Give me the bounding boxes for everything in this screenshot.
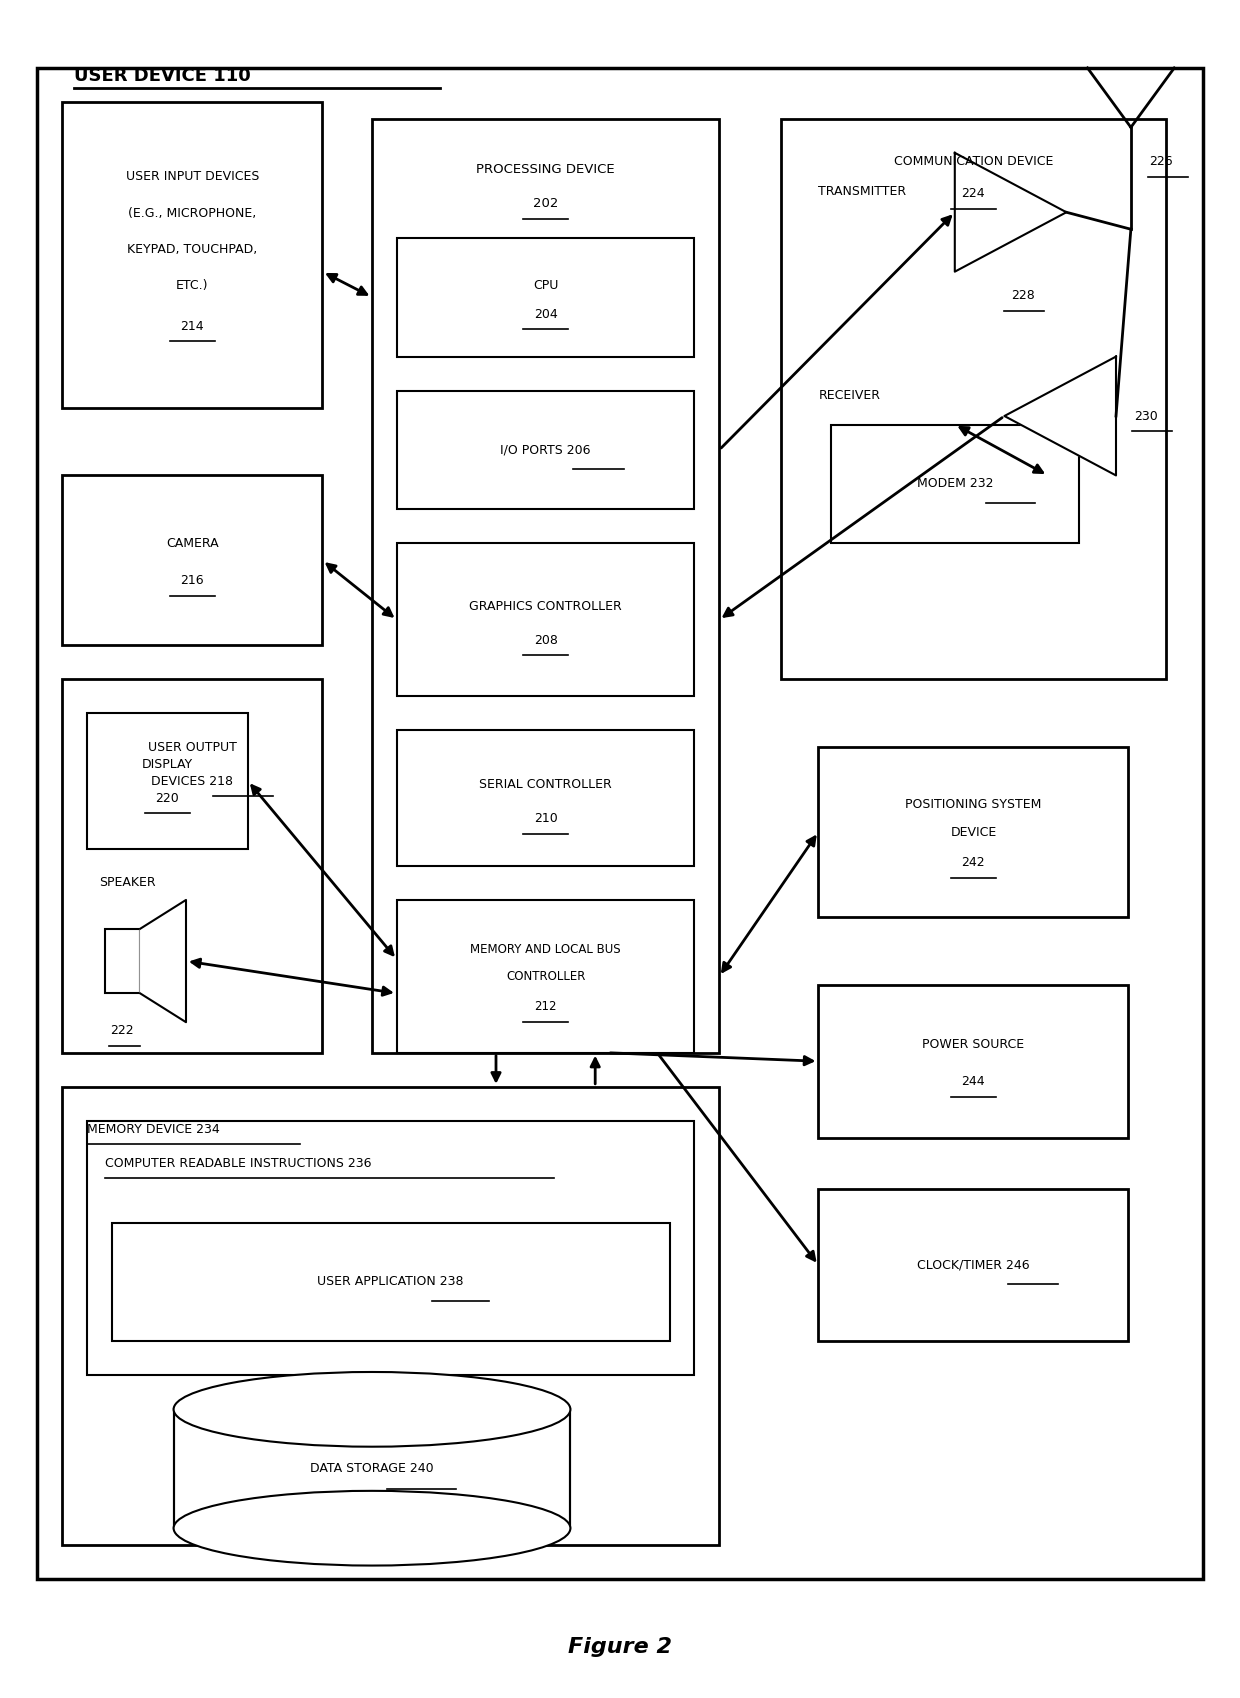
Text: 212: 212 bbox=[534, 1000, 557, 1014]
Text: GRAPHICS CONTROLLER: GRAPHICS CONTROLLER bbox=[469, 599, 622, 613]
FancyBboxPatch shape bbox=[397, 238, 694, 357]
Text: MEMORY AND LOCAL BUS: MEMORY AND LOCAL BUS bbox=[470, 942, 621, 956]
FancyBboxPatch shape bbox=[397, 391, 694, 509]
FancyBboxPatch shape bbox=[62, 475, 322, 645]
Text: 214: 214 bbox=[180, 319, 205, 333]
Text: DEVICES 218: DEVICES 218 bbox=[151, 774, 233, 788]
Text: KEYPAD, TOUCHPAD,: KEYPAD, TOUCHPAD, bbox=[126, 243, 258, 256]
Text: PROCESSING DEVICE: PROCESSING DEVICE bbox=[476, 163, 615, 177]
FancyBboxPatch shape bbox=[105, 929, 140, 993]
Polygon shape bbox=[1004, 357, 1116, 475]
FancyBboxPatch shape bbox=[818, 1189, 1128, 1341]
FancyBboxPatch shape bbox=[112, 1223, 670, 1341]
Text: USER OUTPUT: USER OUTPUT bbox=[148, 740, 237, 754]
FancyBboxPatch shape bbox=[87, 1121, 694, 1375]
Ellipse shape bbox=[174, 1372, 570, 1447]
FancyBboxPatch shape bbox=[62, 1087, 719, 1545]
Text: DISPLAY: DISPLAY bbox=[141, 757, 193, 771]
Text: POSITIONING SYSTEM: POSITIONING SYSTEM bbox=[905, 798, 1042, 812]
FancyBboxPatch shape bbox=[397, 543, 694, 696]
Text: CLOCK/TIMER 246: CLOCK/TIMER 246 bbox=[918, 1258, 1029, 1272]
Text: SERIAL CONTROLLER: SERIAL CONTROLLER bbox=[479, 778, 613, 791]
Text: 222: 222 bbox=[110, 1024, 134, 1037]
Text: USER DEVICE 110: USER DEVICE 110 bbox=[74, 68, 252, 85]
Text: USER APPLICATION 238: USER APPLICATION 238 bbox=[317, 1275, 464, 1289]
Text: 220: 220 bbox=[155, 791, 180, 805]
Text: 244: 244 bbox=[961, 1075, 986, 1088]
Text: CAMERA: CAMERA bbox=[166, 537, 218, 550]
Text: MODEM 232: MODEM 232 bbox=[916, 477, 993, 491]
FancyBboxPatch shape bbox=[397, 730, 694, 866]
Text: 230: 230 bbox=[1135, 409, 1158, 423]
FancyBboxPatch shape bbox=[62, 102, 322, 408]
Text: POWER SOURCE: POWER SOURCE bbox=[923, 1037, 1024, 1051]
Text: 226: 226 bbox=[1149, 155, 1173, 168]
Text: SPEAKER: SPEAKER bbox=[99, 876, 156, 890]
Text: 216: 216 bbox=[180, 574, 205, 588]
FancyBboxPatch shape bbox=[818, 747, 1128, 917]
Text: COMMUNICATION DEVICE: COMMUNICATION DEVICE bbox=[894, 155, 1053, 168]
FancyBboxPatch shape bbox=[781, 119, 1166, 679]
Text: MEMORY DEVICE 234: MEMORY DEVICE 234 bbox=[87, 1122, 219, 1136]
Text: RECEIVER: RECEIVER bbox=[818, 389, 880, 402]
FancyBboxPatch shape bbox=[37, 68, 1203, 1579]
Polygon shape bbox=[140, 900, 186, 1022]
Text: 208: 208 bbox=[533, 633, 558, 647]
FancyBboxPatch shape bbox=[818, 985, 1128, 1138]
Text: 242: 242 bbox=[961, 856, 986, 869]
FancyBboxPatch shape bbox=[397, 900, 694, 1053]
Text: 224: 224 bbox=[961, 187, 986, 200]
FancyBboxPatch shape bbox=[372, 119, 719, 1053]
Text: TRANSMITTER: TRANSMITTER bbox=[818, 185, 906, 199]
Text: CPU: CPU bbox=[533, 278, 558, 292]
Text: (E.G., MICROPHONE,: (E.G., MICROPHONE, bbox=[128, 207, 257, 221]
FancyBboxPatch shape bbox=[174, 1409, 570, 1528]
Text: 202: 202 bbox=[533, 197, 558, 211]
FancyBboxPatch shape bbox=[62, 679, 322, 1053]
Text: DATA STORAGE 240: DATA STORAGE 240 bbox=[310, 1462, 434, 1476]
FancyBboxPatch shape bbox=[831, 424, 1079, 543]
Text: 228: 228 bbox=[1011, 289, 1035, 302]
Text: 204: 204 bbox=[533, 307, 558, 321]
Ellipse shape bbox=[174, 1491, 570, 1566]
Text: Figure 2: Figure 2 bbox=[568, 1637, 672, 1657]
Text: USER INPUT DEVICES: USER INPUT DEVICES bbox=[125, 170, 259, 183]
FancyBboxPatch shape bbox=[87, 713, 248, 849]
Text: CONTROLLER: CONTROLLER bbox=[506, 970, 585, 983]
Polygon shape bbox=[955, 153, 1066, 272]
Text: ETC.): ETC.) bbox=[176, 278, 208, 292]
Text: DEVICE: DEVICE bbox=[950, 825, 997, 839]
Text: COMPUTER READABLE INSTRUCTIONS 236: COMPUTER READABLE INSTRUCTIONS 236 bbox=[105, 1156, 372, 1170]
Text: I/O PORTS 206: I/O PORTS 206 bbox=[501, 443, 590, 457]
Text: 210: 210 bbox=[533, 812, 558, 825]
